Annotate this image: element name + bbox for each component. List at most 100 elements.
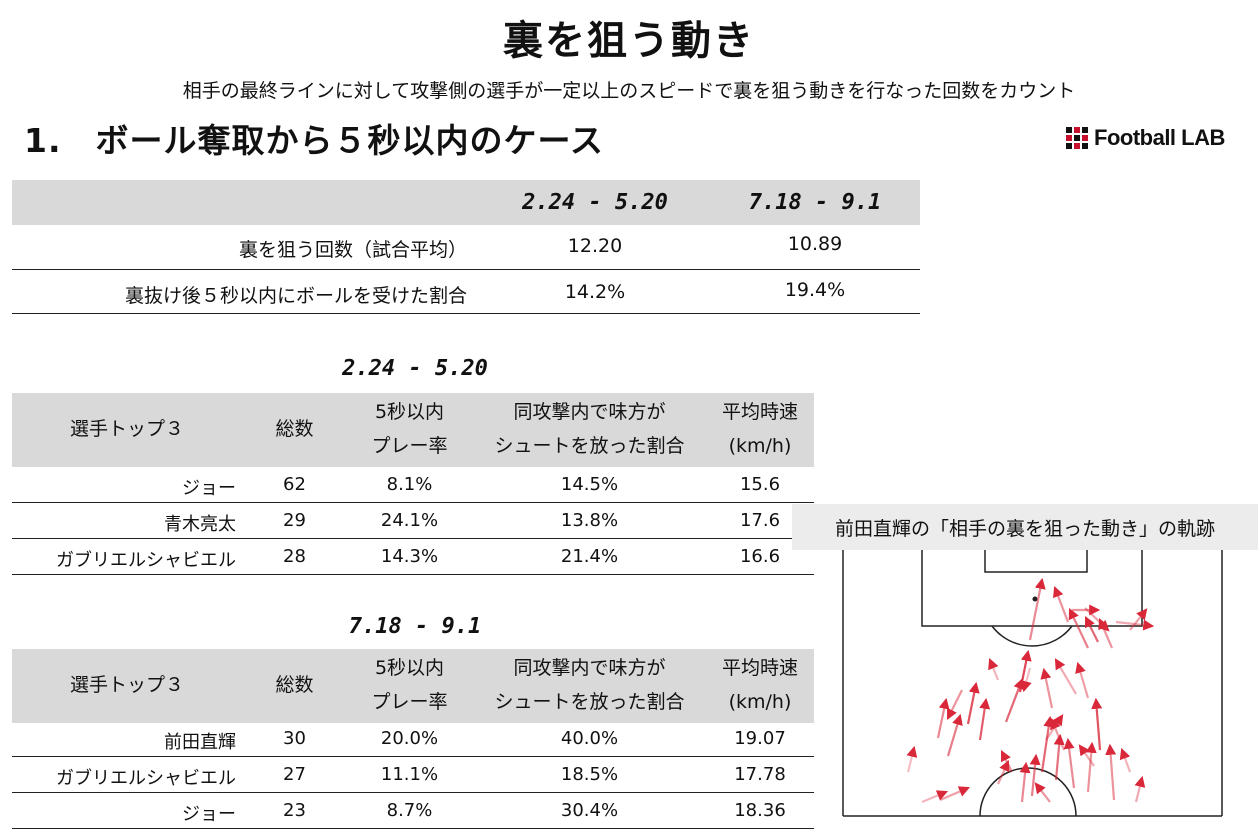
table-row: ガブリエルシャビエル 27 11.1% 18.5% 17.78 (12, 757, 814, 793)
player-total: 62 (283, 474, 306, 495)
trajectory-arrow (1084, 607, 1110, 632)
summary-period-1: 2.24 - 5.20 (522, 190, 668, 215)
trajectory-arrow (1019, 761, 1031, 803)
player-total: 23 (283, 800, 306, 821)
header-play-rate-1: 5秒以内 (374, 657, 445, 679)
summary-row-value-2: 10.89 (787, 233, 843, 255)
player-play-rate: 11.1% (380, 764, 439, 785)
trajectory-arrow (1040, 667, 1054, 709)
header-shot-rate-2: シュートを放った割合 (494, 435, 685, 457)
table-row: ジョー 23 8.7% 30.4% 18.36 (12, 793, 814, 829)
summary-row: 裏抜け後５秒以内にボールを受けた割合 14.2% 19.4% (12, 270, 920, 314)
page-subtitle: 相手の最終ラインに対して攻撃側の選手が一定以上のスピードで裏を狙う動きを行なった… (182, 80, 1076, 102)
trajectory-arrow (939, 786, 971, 802)
section-heading: 1. ボール奪取から５秒以内のケース (24, 121, 604, 160)
trajectory-arrow (1045, 714, 1064, 741)
trajectory-arrow (921, 790, 949, 804)
player-speed: 15.6 (739, 474, 781, 495)
player-name: ガブリエルシャビエル (56, 768, 236, 789)
trajectory-arrow (1134, 775, 1146, 803)
trajectory-arrow (1029, 753, 1041, 797)
header-speed-2: (km/h) (728, 435, 792, 457)
header-player: 選手トップ３ (69, 418, 184, 440)
player-shot-rate: 14.5% (560, 474, 619, 495)
player-name: 前田直輝 (164, 732, 236, 753)
trajectory-arrow (1053, 733, 1065, 781)
pitch-trajectory-map (842, 540, 1223, 817)
player-shot-rate: 13.8% (560, 510, 619, 531)
trajectory-arrow (1085, 741, 1097, 793)
table-row: 青木亮太 29 24.1% 13.8% 17.6 (12, 503, 814, 539)
period-table-2-header: 選手トップ３ 総数 5秒以内 プレー率 同攻撃内で味方が シュートを放った割合 … (12, 649, 814, 723)
period-table-1-header: 選手トップ３ 総数 5秒以内 プレー率 同攻撃内で味方が シュートを放った割合 … (12, 393, 814, 467)
trajectory-arrow (1021, 667, 1032, 693)
player-speed: 17.6 (739, 510, 781, 531)
player-speed: 17.78 (734, 764, 786, 785)
logo-grid-icon (1066, 127, 1088, 149)
header-shot-rate-2: シュートを放った割合 (494, 691, 685, 713)
header-speed-1: 平均時速 (721, 657, 798, 679)
trajectory-arrow (1119, 747, 1132, 773)
player-name: ジョー (182, 804, 236, 825)
trajectory-arrow (988, 657, 1000, 681)
period-table-1-title: 2.24 - 5.20 (342, 356, 488, 381)
trajectory-arrow (1053, 585, 1070, 623)
player-shot-rate: 21.4% (560, 546, 619, 567)
trajectory-arrow (947, 689, 963, 720)
summary-row: 裏を狙う回数（試合平均） 12.20 10.89 (12, 226, 920, 270)
trajectory-arrow (966, 681, 980, 725)
header-speed-1: 平均時速 (721, 401, 798, 423)
header-player: 選手トップ３ (69, 674, 184, 696)
trajectory-arrow (1034, 782, 1051, 803)
trajectory-arrow (946, 713, 963, 757)
player-total: 27 (283, 764, 306, 785)
trajectory-arrow (996, 759, 1010, 785)
header-total: 総数 (275, 418, 314, 440)
trajectory-arrow (1105, 743, 1117, 801)
player-play-rate: 8.1% (386, 474, 433, 495)
trajectory-arrow (1054, 658, 1077, 695)
summary-table-header (12, 180, 920, 225)
trajectory-arrow (1004, 677, 1025, 723)
player-shot-rate: 18.5% (560, 764, 619, 785)
trajectory-arrows (906, 577, 1155, 804)
trajectory-arrow (1115, 619, 1155, 631)
player-play-rate: 14.3% (380, 546, 439, 567)
player-total: 30 (283, 728, 306, 749)
summary-period-2: 7.18 - 9.1 (748, 190, 882, 215)
player-play-rate: 20.0% (380, 728, 439, 749)
summary-row-label: 裏抜け後５秒以内にボールを受けた割合 (124, 285, 467, 307)
trajectory-arrow (1028, 577, 1046, 641)
trajectory-arrow (1040, 715, 1055, 773)
summary-row-label: 裏を狙う回数（試合平均） (238, 239, 467, 261)
period-table-2-title: 7.18 - 9.1 (348, 614, 482, 639)
player-name: ジョー (182, 478, 236, 499)
player-play-rate: 24.1% (380, 510, 439, 531)
pitch-caption: 前田直輝の「相手の裏を狙った動き」の軌跡 (792, 504, 1258, 550)
trajectory-arrow (1068, 608, 1089, 649)
page-title: 裏を狙う動き (503, 18, 755, 64)
player-name: ガブリエルシャビエル (56, 550, 236, 571)
header-play-rate-2: プレー率 (371, 691, 448, 713)
trajectory-arrow (1063, 737, 1076, 789)
trajectory-arrow (1085, 616, 1099, 643)
trajectory-arrow (1050, 717, 1066, 751)
header-total: 総数 (275, 674, 314, 696)
trajectory-arrow (1129, 608, 1148, 631)
table-row: 前田直輝 30 20.0% 40.0% 19.07 (12, 721, 814, 757)
header-play-rate-1: 5秒以内 (374, 401, 445, 423)
player-play-rate: 8.7% (386, 800, 433, 821)
table-row: ジョー 62 8.1% 14.5% 15.6 (12, 467, 814, 503)
trajectory-arrow (1078, 744, 1095, 767)
summary-row-value-2: 19.4% (784, 279, 846, 301)
player-total: 28 (283, 546, 306, 567)
header-shot-rate-1: 同攻撃内で味方が (513, 401, 666, 423)
player-speed: 16.6 (739, 546, 781, 567)
header-speed-2: (km/h) (728, 691, 792, 713)
summary-row-value-1: 14.2% (564, 281, 626, 303)
trajectory-arrow (978, 697, 991, 741)
trajectory-arrow (906, 745, 918, 773)
table-row: ガブリエルシャビエル 28 14.3% 21.4% 16.6 (12, 539, 814, 575)
header-play-rate-2: プレー率 (371, 435, 448, 457)
player-name: 青木亮太 (164, 514, 236, 535)
